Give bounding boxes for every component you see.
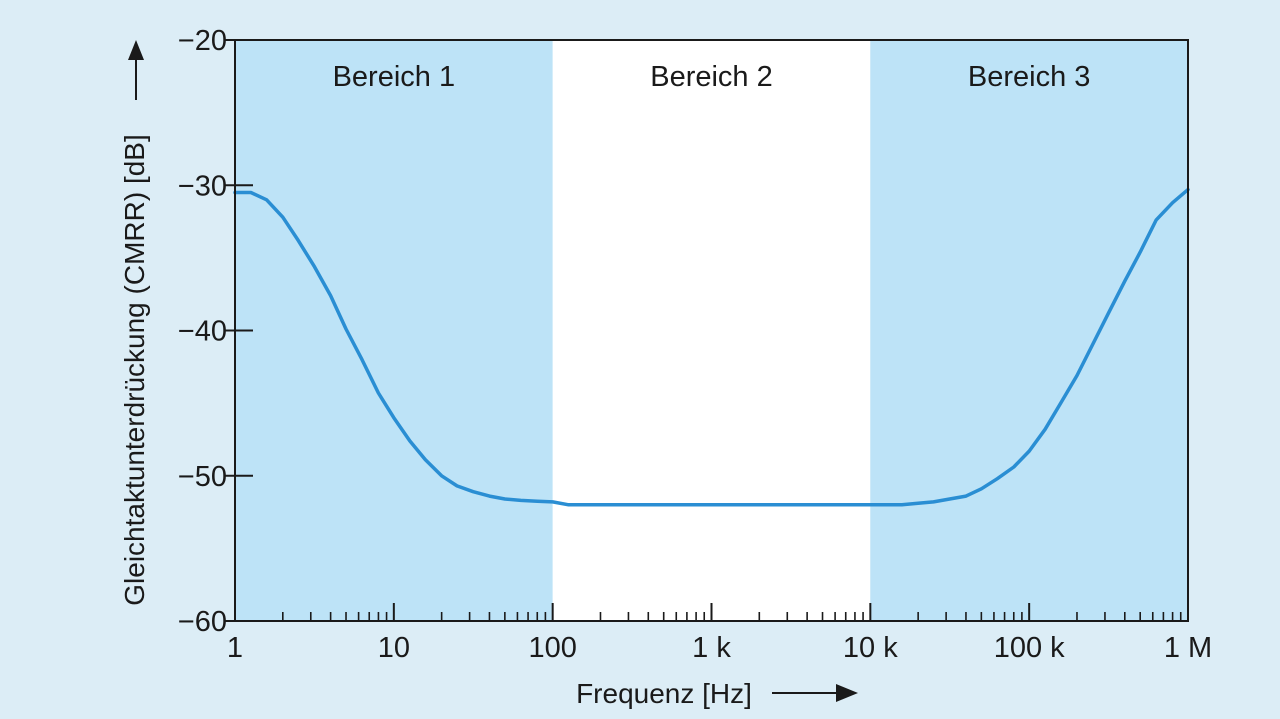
y-axis: −20 −30 −40 −50 −60	[178, 25, 253, 638]
series-layer	[233, 187, 1190, 507]
region-2-band	[552, 40, 871, 621]
x-tick-label: 10	[378, 632, 410, 664]
region-1-label: Bereich 1	[333, 61, 456, 93]
x-tick-label: 10 k	[843, 632, 898, 664]
frequency-regions: Bereich 1 Bereich 2 Bereich 3	[235, 40, 1188, 621]
x-axis-title-group: Frequenz [Hz]	[576, 678, 858, 709]
x-axis-label: Frequenz [Hz]	[576, 678, 752, 709]
y-tick-label: −30	[178, 170, 227, 202]
x-tick-label: 1	[227, 632, 243, 664]
y-tick-label: −40	[178, 316, 227, 348]
region-3-band	[870, 40, 1188, 621]
region-2-label: Bereich 2	[650, 61, 773, 93]
y-axis-title-group: Gleichtaktunterdrückung (CMRR) [dB]	[119, 40, 150, 606]
x-tick-label: 1 M	[1164, 632, 1212, 664]
region-1-band	[235, 40, 553, 621]
y-axis-arrow-icon	[128, 40, 144, 60]
x-tick-label: 100	[528, 632, 576, 664]
y-axis-label: Gleichtaktunterdrückung (CMRR) [dB]	[119, 134, 150, 606]
x-tick-label: 100 k	[994, 632, 1065, 664]
y-tick-label: −20	[178, 25, 227, 57]
x-axis: 1 10 100 1 k 10 k 100 k 1 M	[227, 603, 1212, 664]
y-tick-label: −60	[178, 606, 227, 638]
series-1-line	[233, 187, 1190, 507]
region-3-label: Bereich 3	[968, 61, 1091, 93]
x-axis-arrow-icon	[836, 684, 858, 702]
y-tick-label: −50	[178, 461, 227, 493]
x-tick-label: 1 k	[692, 632, 731, 664]
